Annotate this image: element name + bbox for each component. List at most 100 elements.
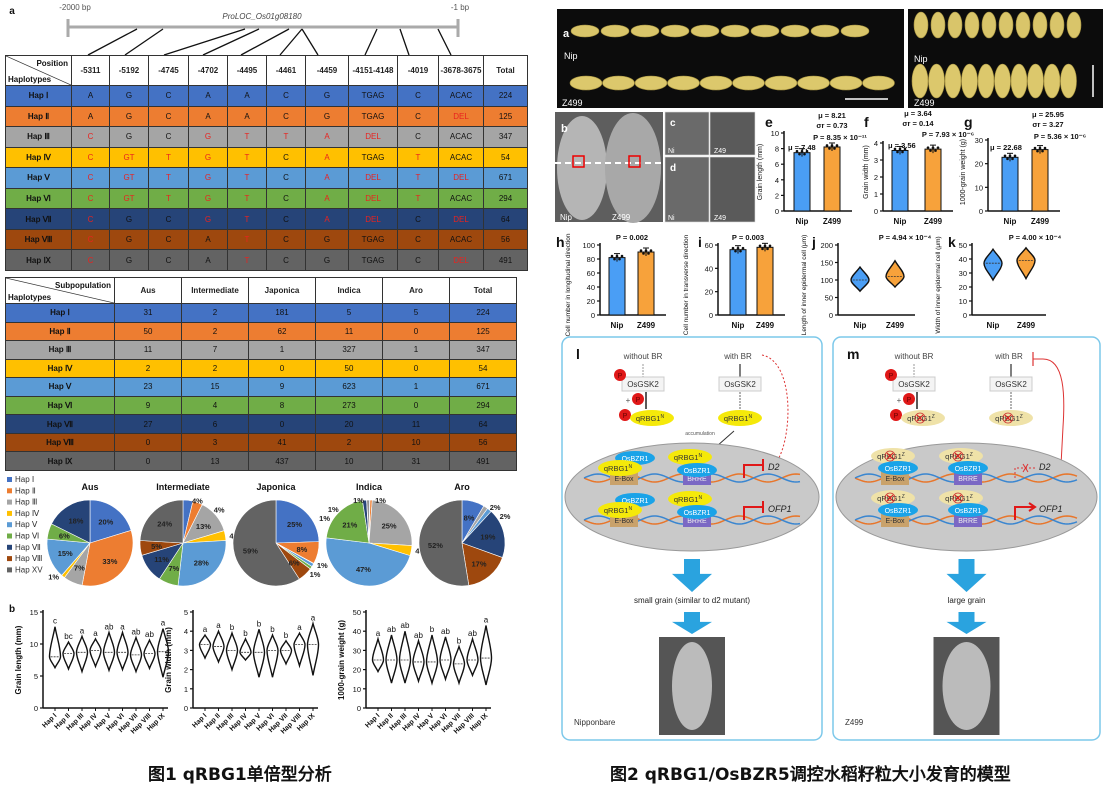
bar-nip: [608, 257, 626, 316]
stat-annotation: σr = 0.73: [816, 121, 847, 130]
grain-z499: [569, 75, 603, 91]
violin-shape: [266, 632, 279, 678]
bar-chart-e: 0 2 4 6 8 10e Grain length (mm) Nip Z499 μ = 8.21…: [757, 111, 867, 226]
photo-label-z499: Z499: [914, 98, 935, 108]
count-cell: 15: [182, 378, 248, 396]
count-cell: 7: [182, 341, 248, 359]
count-cell: 20: [316, 415, 382, 433]
y-tick-label: 4: [775, 176, 779, 185]
allele-cell: T: [228, 188, 266, 209]
count-cell: 2: [182, 304, 248, 322]
data-point: [901, 150, 904, 154]
count-cell: 23: [115, 378, 181, 396]
haplotype-name: Hap Ⅴ: [6, 378, 114, 396]
without-br-label: without BR: [623, 352, 663, 361]
allele-cell: C: [267, 250, 305, 270]
figure2-caption: 图2 qRBG1/OsBZR5调控水稻籽粒大小发育的模型: [610, 765, 1011, 785]
count-cell: 62: [249, 322, 315, 341]
violin-shape: [62, 640, 75, 672]
count-cell: 6: [182, 415, 248, 433]
significance-letter: c: [53, 617, 57, 626]
protein-name: qRBG1: [604, 506, 629, 515]
significance-letter: a: [311, 614, 316, 623]
bar-chart-k: 0 10 20 30 40 50k Width of inner epidermal cel…: [935, 233, 1062, 334]
count-cell: 9: [115, 396, 181, 415]
brre-label: BRRE: [687, 476, 707, 483]
column-header: Aus: [115, 278, 181, 303]
pie-label: 6%: [59, 532, 70, 541]
y-axis-label: 1000-grain weight (g): [337, 620, 346, 700]
bar-z499: [637, 251, 655, 316]
allele-cell: A: [189, 106, 227, 127]
osgsk2-box: [989, 376, 1033, 392]
count-cell: 27: [115, 415, 181, 433]
osbzr1-label: OsBZR1: [622, 456, 649, 463]
y-tick-label: 0: [979, 207, 983, 216]
violin-shape: [439, 636, 452, 682]
y-tick-label: 0: [874, 207, 878, 216]
y-tick-label: 30: [959, 269, 967, 278]
data-point: [1043, 146, 1047, 150]
count-cell: 1: [383, 378, 449, 396]
pie-slice: [139, 499, 184, 544]
haplotype-total: 294: [484, 188, 527, 209]
allele-cell: DEL: [439, 106, 483, 127]
allele-cell: C: [267, 209, 305, 229]
sem-grain-z499: [605, 113, 661, 223]
y-axis-label: Grain width (mm): [863, 145, 870, 199]
allele-cell: T: [398, 168, 438, 188]
allele-cell: T: [228, 147, 266, 168]
snp-connector-line: [163, 28, 246, 56]
bar-chart-i: 0 20 40 60i Cell number in transverse direct…: [683, 233, 785, 335]
data-point: [1003, 154, 1007, 158]
allele-cell: TGAG: [349, 250, 397, 270]
phosphate-label: P: [889, 373, 894, 380]
y-tick-label: 20: [705, 288, 713, 297]
pie-label: 21%: [342, 520, 357, 529]
photo-label-nip: Ni: [668, 148, 675, 155]
mutation-circle-icon: [952, 450, 964, 462]
allele-cell: C: [72, 209, 109, 229]
significance-letter: b: [230, 623, 235, 632]
grain-nip: [964, 11, 980, 39]
data-point: [1011, 157, 1014, 161]
pie-label: 13%: [196, 522, 211, 531]
pie-label: 1%: [319, 514, 330, 523]
allele-cell: C: [149, 127, 188, 147]
osbzr1-protein: [878, 461, 918, 475]
data-point: [800, 149, 804, 153]
qrbg1-protein: [598, 460, 642, 476]
allele-superscript: Z: [932, 414, 935, 420]
count-cell: 9: [249, 378, 315, 396]
zoom-region: [572, 155, 585, 168]
qrbg1-protein: [871, 490, 915, 506]
y-tick-label: 0: [963, 311, 967, 320]
qrbg1-protein: [871, 448, 915, 464]
y-tick-label: 30: [975, 136, 983, 145]
photo-label-z499: Z49: [714, 215, 726, 222]
y-tick-label: 60: [587, 269, 595, 278]
allele-cell: GT: [110, 168, 148, 188]
photo-label-z499: Z49: [714, 148, 726, 155]
x-tick-label: Nip: [611, 321, 624, 330]
data-point: [828, 147, 831, 150]
haplotype-name: Hap Ⅵ: [6, 396, 114, 415]
snp-connector-line: [202, 28, 260, 56]
allele-cell: G: [189, 168, 227, 188]
panel-j-label: j: [811, 234, 816, 250]
photo-d-nip: [664, 156, 710, 223]
pie-label: 8%: [464, 513, 475, 522]
significance-letter: a: [376, 629, 381, 638]
y-tick-label: 200: [820, 241, 833, 250]
allele-cell: T: [267, 127, 305, 147]
data-point: [766, 247, 769, 251]
stat-annotation: μ = 25.95: [1032, 110, 1064, 119]
column-header: -4151-4148: [349, 56, 397, 85]
bar-z499: [1031, 149, 1049, 212]
haplotype-name: Hap Ⅵ: [6, 188, 71, 209]
haplotype-total: 125: [484, 106, 527, 127]
allele-cell: C: [267, 147, 305, 168]
count-cell: 0: [115, 433, 181, 452]
pie-label: 20%: [98, 518, 113, 527]
